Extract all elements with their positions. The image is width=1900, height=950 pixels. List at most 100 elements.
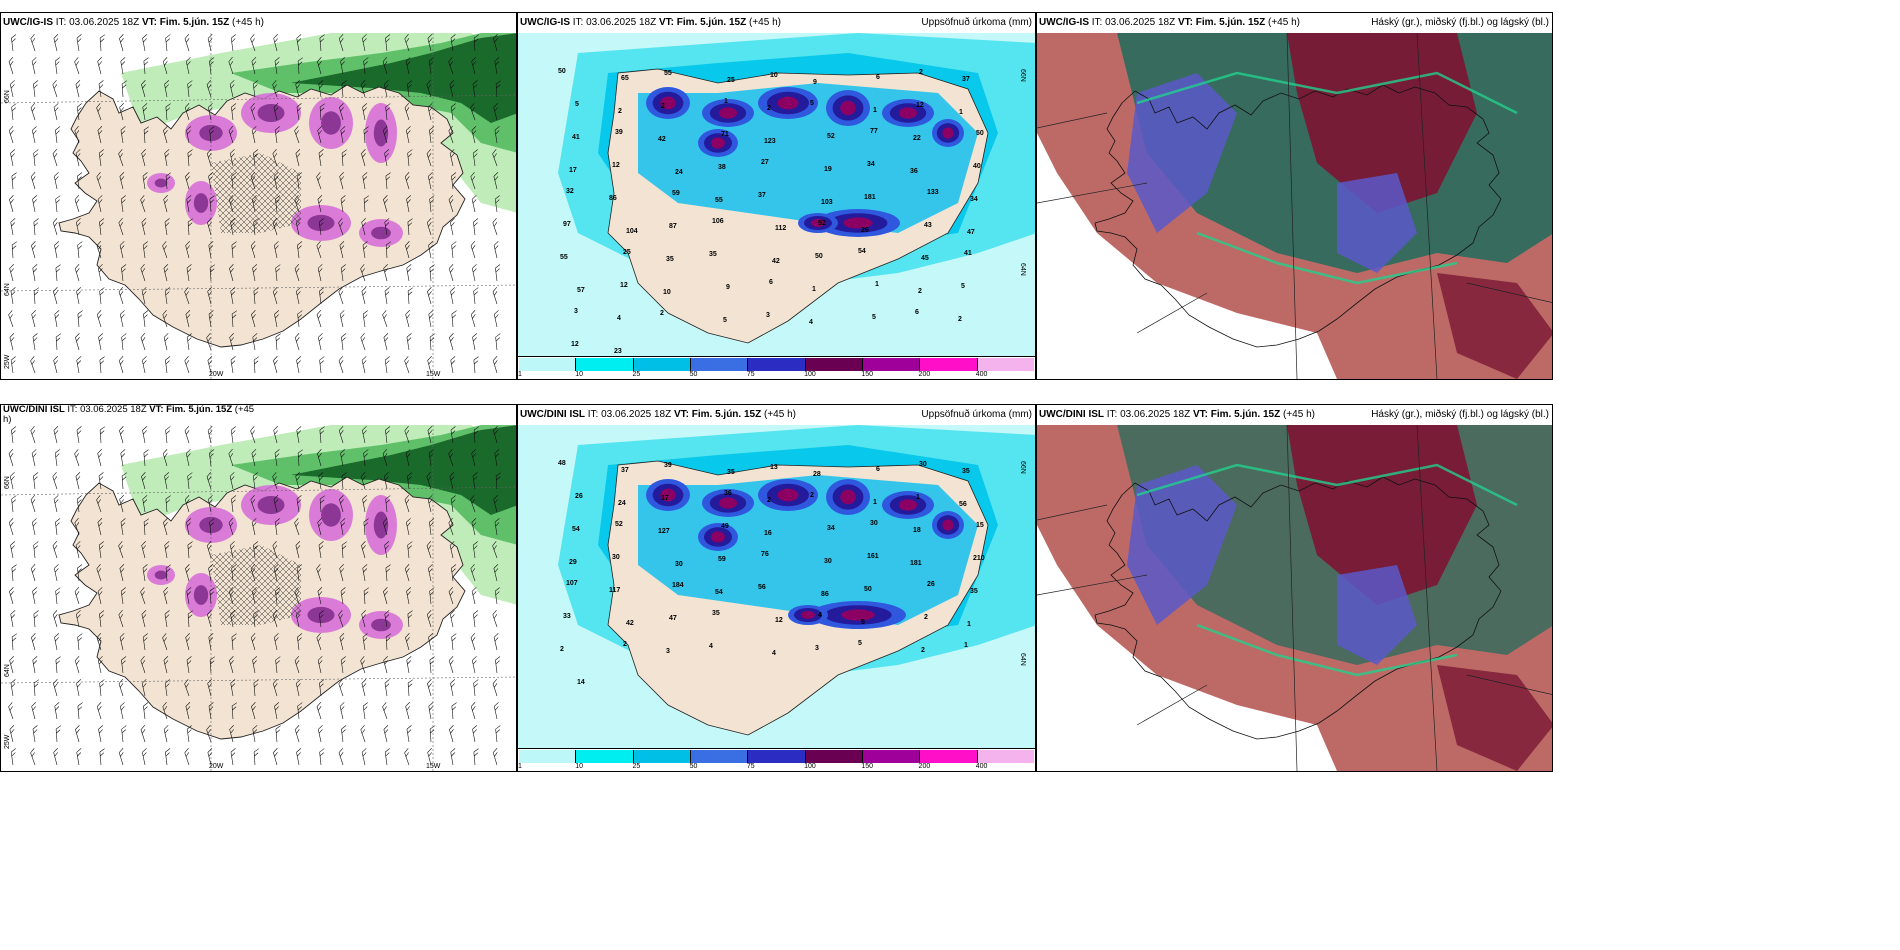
barb-shaft <box>493 637 498 651</box>
barb-flag <box>9 333 15 338</box>
lon-label: 20W <box>209 763 224 770</box>
barb-flag <box>276 337 281 342</box>
wind-barb <box>339 241 345 259</box>
precip-100mm <box>660 96 676 110</box>
precip-value: 37 <box>758 192 766 199</box>
wind-barb <box>165 34 171 52</box>
barb-flag <box>341 337 346 342</box>
barb-shaft <box>31 453 36 467</box>
wind-barb <box>426 472 432 490</box>
wind-barb <box>274 449 280 467</box>
barb-flag <box>338 287 343 292</box>
barb-flag <box>360 264 365 269</box>
barb-flag <box>494 637 499 642</box>
barb-flag <box>274 57 280 62</box>
barb-flag <box>231 107 236 112</box>
barb-shaft <box>340 660 344 674</box>
panel-title: Uppsöfnuð úrkoma (mm) <box>921 17 1032 28</box>
wind-barb <box>385 495 391 513</box>
barb-flag <box>297 360 301 365</box>
model-name: UWC/DINI ISL <box>1039 409 1104 420</box>
barb-shaft <box>382 61 388 75</box>
wind-barb <box>164 679 170 697</box>
barb-shaft <box>406 337 410 351</box>
wind-barb <box>74 518 80 536</box>
barb-flag <box>316 702 322 707</box>
wind-barb <box>10 748 16 766</box>
barb-flag <box>407 218 413 223</box>
barb-flag <box>121 729 126 734</box>
barb-flag <box>165 360 170 365</box>
barb-shaft <box>429 130 432 144</box>
barb-flag <box>96 564 101 569</box>
barb-flag <box>494 126 500 131</box>
precip-value: 2 <box>958 316 962 323</box>
barb-flag <box>187 80 193 85</box>
wind-barb <box>296 564 302 582</box>
barb-flag <box>77 103 82 108</box>
wind-barb <box>163 333 169 351</box>
wind-barb <box>52 610 58 628</box>
barb-shaft <box>231 637 234 651</box>
barb-flag <box>362 614 366 619</box>
barb-shaft <box>295 545 300 559</box>
barb-flag <box>318 472 324 477</box>
wind-barb <box>362 172 368 190</box>
barb-flag <box>119 34 124 39</box>
barb-flag <box>297 172 302 177</box>
barb-flag <box>119 426 124 431</box>
wind-barb <box>405 310 410 328</box>
barb-flag <box>55 656 61 661</box>
barb-flag <box>209 568 213 573</box>
barb-flag <box>32 333 38 338</box>
wind-barb <box>317 264 323 282</box>
barb-flag <box>408 222 413 227</box>
barb-shaft <box>317 130 322 144</box>
wind-barb <box>383 264 388 282</box>
barb-shaft <box>363 130 366 144</box>
barb-flag <box>33 80 39 85</box>
barb-shaft <box>97 130 102 144</box>
barb-flag <box>340 706 345 711</box>
barb-flag <box>207 729 211 734</box>
barb-flag <box>186 587 192 592</box>
wind-barb <box>448 449 454 467</box>
barb-shaft <box>207 430 212 444</box>
barb-flag <box>208 103 213 108</box>
barb-shaft <box>253 614 256 628</box>
barb-flag <box>231 310 238 315</box>
wind-barb <box>294 587 300 605</box>
barb-shaft <box>143 130 146 144</box>
barb-flag <box>316 310 322 315</box>
precip-value: 86 <box>609 195 617 202</box>
barb-flag <box>473 541 478 546</box>
barb-flag <box>386 637 391 642</box>
barb-flag <box>385 683 390 688</box>
barb-flag <box>274 637 279 642</box>
legend-ticks: 1 10 25 50 75 100 150 200 400 <box>518 371 1034 379</box>
barb-flag <box>53 84 58 89</box>
wind-barb <box>294 264 300 282</box>
wind-barb <box>406 195 412 213</box>
barb-shaft <box>165 499 168 513</box>
barb-flag <box>186 568 190 573</box>
barb-flag <box>121 591 126 596</box>
wind-barb <box>493 633 499 651</box>
barb-flag <box>384 268 388 273</box>
barb-shaft <box>448 522 454 536</box>
barb-shaft <box>141 683 146 697</box>
barb-flag <box>120 752 124 757</box>
barb-flag <box>274 499 279 504</box>
model-name: UWC/DINI ISL <box>3 404 65 415</box>
barb-flag <box>53 356 58 361</box>
barb-flag <box>495 264 501 269</box>
barb-flag <box>207 476 212 481</box>
wind-barb <box>206 472 212 490</box>
wind-barb <box>8 126 14 144</box>
lat-label: 66N <box>4 476 11 489</box>
barb-flag <box>272 472 277 477</box>
wind-barb <box>450 103 456 121</box>
barb-shaft <box>31 637 36 651</box>
barb-shaft <box>142 176 146 190</box>
precip-value: 2 <box>767 105 771 112</box>
